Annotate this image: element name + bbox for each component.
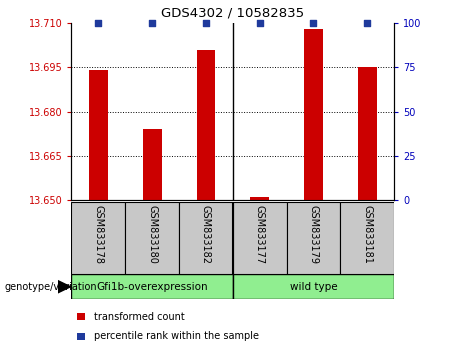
Bar <box>71 274 233 299</box>
Text: GSM833179: GSM833179 <box>308 205 319 264</box>
Text: Gfi1b-overexpression: Gfi1b-overexpression <box>96 282 208 292</box>
Bar <box>358 67 377 200</box>
Bar <box>250 197 269 200</box>
Polygon shape <box>58 280 71 293</box>
Point <box>310 20 317 26</box>
Bar <box>233 274 394 299</box>
Bar <box>143 129 161 200</box>
Point <box>95 20 102 26</box>
Bar <box>233 202 287 274</box>
Bar <box>179 202 233 274</box>
Bar <box>287 202 340 274</box>
Point <box>256 20 263 26</box>
Bar <box>196 50 215 200</box>
Text: percentile rank within the sample: percentile rank within the sample <box>94 331 259 341</box>
Text: GSM833177: GSM833177 <box>254 205 265 264</box>
Text: GSM833181: GSM833181 <box>362 205 372 264</box>
Text: genotype/variation: genotype/variation <box>5 282 97 292</box>
Text: wild type: wild type <box>290 282 337 292</box>
Bar <box>77 313 85 320</box>
Text: GSM833178: GSM833178 <box>93 205 103 264</box>
Text: GSM833182: GSM833182 <box>201 205 211 264</box>
Point <box>202 20 210 26</box>
Point <box>148 20 156 26</box>
Bar <box>125 202 179 274</box>
Bar <box>340 202 394 274</box>
Text: transformed count: transformed count <box>94 312 184 322</box>
Text: GSM833180: GSM833180 <box>147 205 157 264</box>
Bar <box>77 333 85 340</box>
Title: GDS4302 / 10582835: GDS4302 / 10582835 <box>161 6 304 19</box>
Bar <box>71 202 125 274</box>
Point <box>364 20 371 26</box>
Bar <box>304 29 323 200</box>
Bar <box>89 70 108 200</box>
